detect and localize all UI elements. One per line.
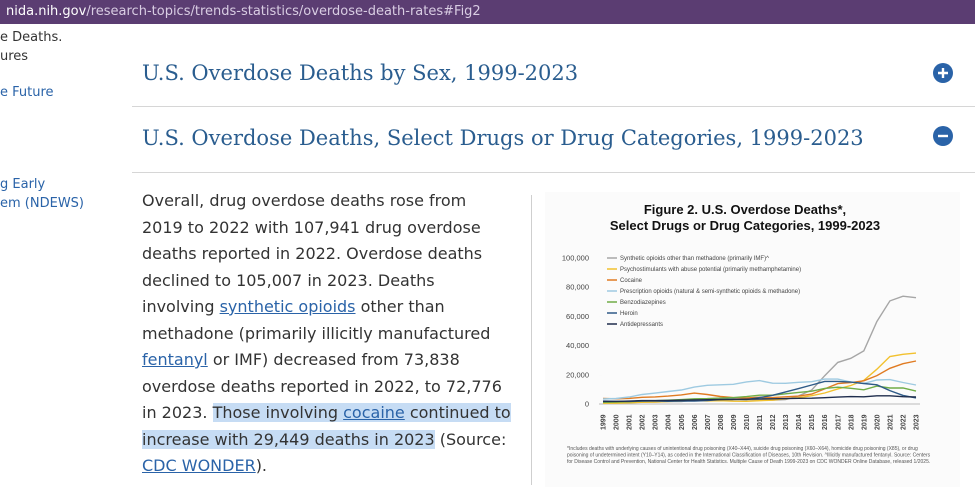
x-tick-label: 2001 [627, 414, 634, 430]
legend-label: Psychostimulants with abuse potential (p… [620, 267, 801, 273]
address-bar[interactable]: nida.nih.gov/research-topics/trends-stat… [0, 0, 975, 24]
x-tick-label: 2006 [692, 414, 699, 430]
legend-label: Prescription opioids (natural & semi-syn… [620, 289, 800, 295]
x-tick-label: 1999 [601, 414, 608, 430]
x-tick-label: 2009 [731, 414, 738, 430]
x-tick-label: 2008 [718, 414, 725, 430]
link[interactable]: CDC WONDER [142, 456, 256, 475]
x-tick-label: 2018 [848, 414, 855, 430]
footnote-line: *Includes deaths with underlying causes … [567, 446, 918, 452]
y-tick-label: 20,000 [566, 370, 589, 379]
accordion-heading[interactable]: U.S. Overdose Deaths, Select Drugs or Dr… [142, 126, 864, 150]
divider [531, 195, 532, 485]
y-tick-label: 60,000 [566, 312, 589, 321]
expand-icon[interactable] [933, 63, 953, 83]
x-tick-label: 2021 [887, 414, 894, 430]
legend-label: Antidepressants [620, 322, 663, 328]
plus [938, 68, 948, 78]
x-tick-label: 2014 [796, 414, 803, 430]
sidebar-item[interactable]: ures [0, 49, 29, 64]
x-tick-label: 2016 [822, 414, 829, 430]
x-tick-label: 2011 [757, 415, 764, 430]
legend-label: Heroin [620, 311, 638, 317]
text-run: (Source: [434, 429, 507, 449]
x-tick-label: 2007 [705, 414, 712, 430]
x-tick-label: 2000 [614, 414, 621, 430]
x-tick-label: 2004 [666, 414, 673, 430]
footnote-line: for Disease Control and Prevention, Nati… [567, 459, 930, 465]
text-run: or IMF) decreased from 73,838 overdose d… [142, 350, 502, 422]
x-tick-label: 2023 [914, 414, 921, 430]
text-run: ). [255, 456, 268, 475]
chart-subtitle: Select Drugs or Drug Categories, 1999-20… [610, 218, 880, 233]
y-tick-label: 100,000 [562, 254, 589, 263]
link[interactable]: cocaine [343, 403, 405, 422]
text-run: Overall, drug overdose deaths rose from … [142, 191, 483, 316]
x-tick-label: 2012 [770, 414, 777, 430]
text-run: Those involving [212, 403, 344, 422]
y-tick-label: 0 [585, 400, 589, 409]
url-path: /research-topics/trends-statistics/overd… [86, 4, 481, 19]
accordion-heading[interactable]: U.S. Overdose Deaths by Sex, 1999-2023 [142, 61, 579, 85]
minus [938, 134, 948, 138]
series-line [603, 395, 917, 403]
y-tick-label: 80,000 [566, 283, 589, 292]
x-tick-label: 2019 [861, 414, 868, 430]
legend-label: Cocaine [620, 278, 643, 284]
chart-background [545, 192, 960, 487]
x-tick-label: 2015 [809, 414, 816, 430]
legend-label: Benzodiazepines [620, 300, 666, 306]
x-tick-label: 2022 [900, 414, 907, 430]
paragraph: Overall, drug overdose deaths rose from … [142, 188, 512, 480]
link[interactable]: synthetic opioids [219, 297, 356, 316]
chart: Figure 2. U.S. Overdose Deaths*, Select … [545, 192, 960, 487]
accordion-item[interactable]: U.S. Overdose Deaths by Sex, 1999-2023 [132, 40, 975, 107]
sidebar-item[interactable]: e Future [0, 85, 54, 100]
sidebar-item[interactable]: g Early [0, 177, 46, 192]
accordion-item[interactable]: U.S. Overdose Deaths, Select Drugs or Dr… [132, 107, 975, 173]
url-domain: nida.nih.gov [6, 4, 87, 19]
link[interactable]: fentanyl [142, 350, 208, 369]
collapse-icon[interactable] [933, 126, 953, 146]
y-tick-label: 40,000 [566, 341, 589, 350]
sidebar-item[interactable]: e Deaths. [0, 30, 63, 45]
x-tick-label: 2020 [874, 414, 881, 430]
chart-footnote: *Includes deaths with underlying causes … [567, 446, 931, 465]
legend-label: Synthetic opioids other than methadone (… [620, 256, 769, 262]
x-tick-label: 2013 [783, 414, 790, 430]
footnote-line: poisoning of undetermined intent (Y10–Y1… [567, 453, 931, 459]
x-tick-label: 2005 [679, 414, 686, 430]
x-tick-label: 2017 [835, 414, 842, 430]
x-tick-label: 2002 [640, 414, 647, 430]
text-run: other than methadone (primarily illicitl… [142, 297, 491, 343]
x-tick-label: 2010 [744, 414, 751, 430]
chart-title: Figure 2. U.S. Overdose Deaths*, [644, 202, 846, 217]
x-tick-label: 2003 [653, 414, 660, 430]
sidebar-item[interactable]: em (NDEWS) [0, 196, 84, 211]
